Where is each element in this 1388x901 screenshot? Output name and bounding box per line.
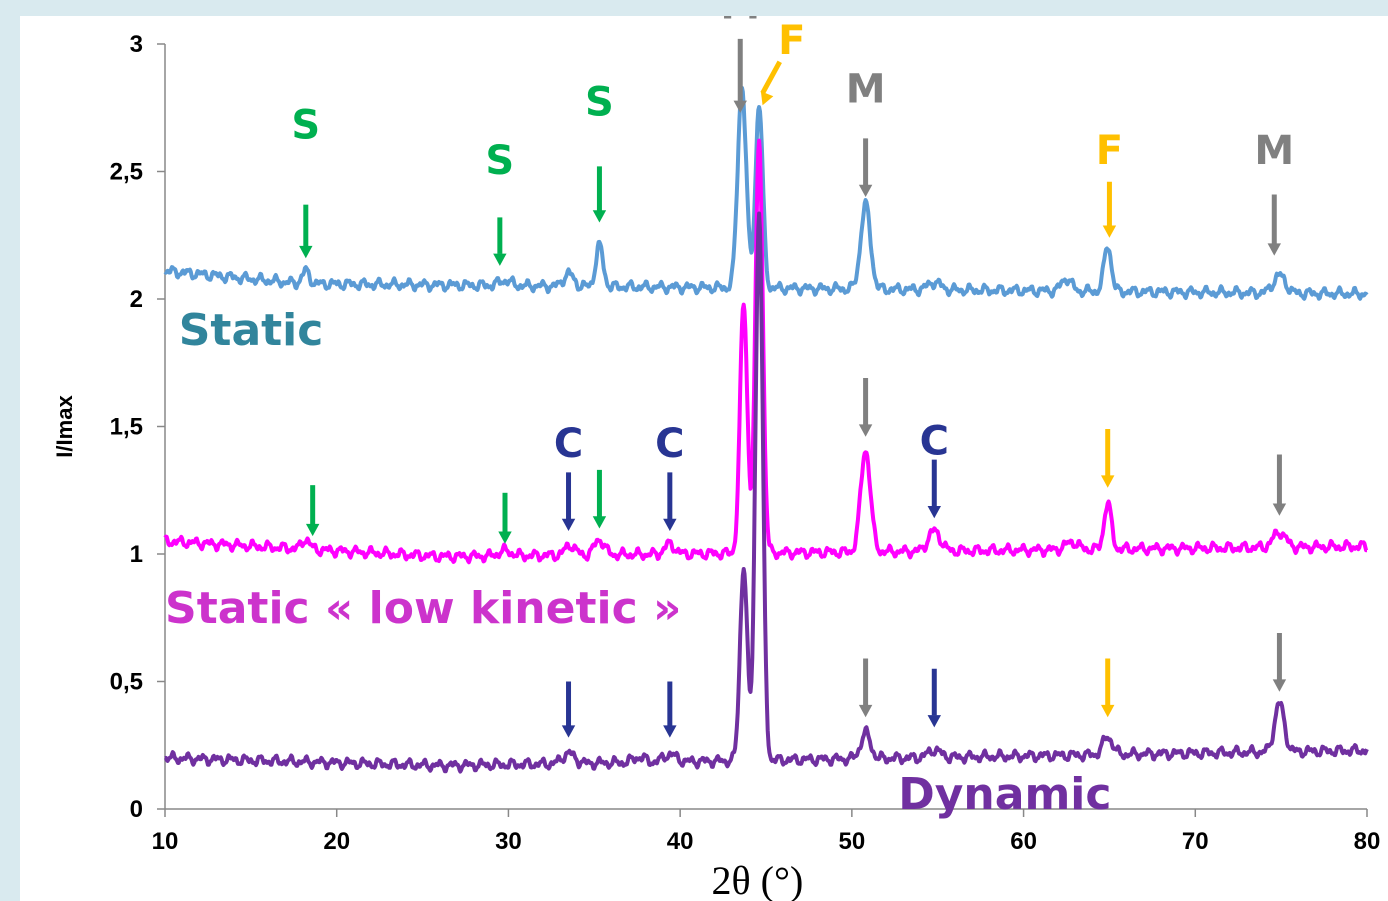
annotation-arrowhead xyxy=(592,210,607,223)
y-tick-label: 3 xyxy=(130,31,143,58)
axes: 0 0,5 1 1,5 2 2,5 3 10 20 30 40 50 60 70 80 xyxy=(110,31,1381,855)
series-label-1: Static « low kinetic » xyxy=(165,583,681,634)
x-tick-label: 40 xyxy=(667,828,694,855)
annotation-label: S xyxy=(485,138,514,184)
annotation-arrowhead xyxy=(927,715,941,728)
annotation-label: M xyxy=(720,16,760,29)
annotation-arrowhead xyxy=(1100,475,1115,488)
y-tick-label: 0,5 xyxy=(110,669,143,696)
annotation-arrowhead xyxy=(1272,503,1287,516)
annotation-label: C xyxy=(554,421,583,467)
y-tick-label: 0 xyxy=(130,796,143,823)
y-tick-label: 1 xyxy=(130,541,143,568)
annotation-label: F xyxy=(1096,128,1123,174)
series-label-0: Static xyxy=(179,305,324,356)
series-layer xyxy=(163,85,1369,774)
x-tick-label: 60 xyxy=(1010,828,1037,855)
annotation-label: S xyxy=(585,79,614,125)
x-tick-label: 80 xyxy=(1354,828,1381,855)
annotation-arrowhead xyxy=(858,424,873,437)
y-tick-label: 2,5 xyxy=(110,159,143,186)
annotation-arrowhead xyxy=(299,245,313,259)
annotation-arrowhead xyxy=(561,725,576,738)
annotation-layer: SSSMFMFMCCC xyxy=(291,16,1294,738)
series-line-2 xyxy=(163,211,1369,774)
annotation-label: F xyxy=(778,18,805,64)
annotation-label: C xyxy=(920,419,949,465)
annotation-arrowhead xyxy=(663,518,677,532)
x-axis-label: 2θ (°) xyxy=(712,858,804,901)
annotation-arrowhead xyxy=(858,704,873,718)
annotation-arrowhead xyxy=(498,531,512,544)
series-line-1 xyxy=(163,138,1369,565)
y-axis-label: I/Imax xyxy=(52,395,77,458)
x-tick-label: 50 xyxy=(839,828,866,855)
annotation-arrowhead xyxy=(663,725,677,738)
annotation-arrowhead xyxy=(858,184,873,197)
annotation-label: S xyxy=(291,102,320,148)
series-line-0 xyxy=(163,85,1369,301)
annotation-arrowhead xyxy=(927,506,941,519)
annotation-arrowhead xyxy=(733,100,747,113)
annotation-arrowhead xyxy=(1267,243,1281,256)
annotation-label: C xyxy=(655,421,684,467)
x-tick-label: 70 xyxy=(1182,828,1209,855)
annotation-arrowhead xyxy=(1272,679,1287,692)
annotation-arrowhead xyxy=(1102,225,1117,238)
annotation-arrowhead xyxy=(493,253,507,266)
series-label-layer: Static Static « low kinetic » Dynamic xyxy=(165,305,1111,820)
series-label-2: Dynamic xyxy=(898,769,1111,820)
annotation-label: M xyxy=(846,67,886,113)
x-tick-label: 30 xyxy=(495,828,522,855)
x-tick-label: 10 xyxy=(152,828,179,855)
annotation-arrowhead xyxy=(592,516,607,529)
y-tick-label: 1,5 xyxy=(110,414,143,441)
annotation-label: M xyxy=(1254,128,1294,174)
annotation-arrow xyxy=(760,60,782,95)
x-tick-label: 20 xyxy=(323,828,350,855)
annotation-arrowhead xyxy=(305,523,320,537)
annotation-arrowhead xyxy=(1100,704,1115,718)
y-tick-label: 2 xyxy=(130,286,143,313)
annotation-arrowhead xyxy=(561,518,576,532)
annotation-arrowhead xyxy=(760,91,774,106)
